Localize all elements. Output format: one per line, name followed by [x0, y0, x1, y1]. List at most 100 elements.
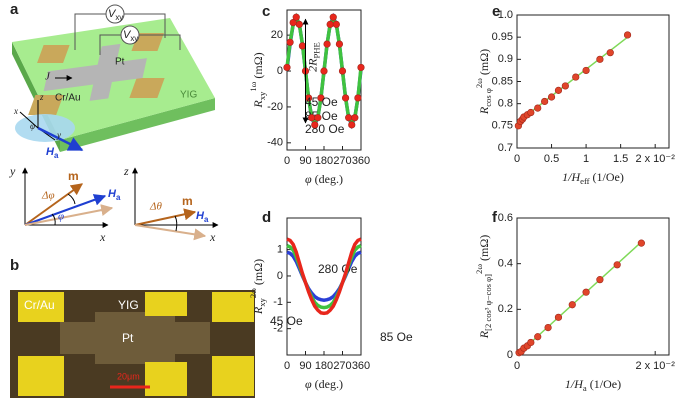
axis-label: x	[99, 230, 106, 244]
data-point	[314, 114, 322, 122]
axis-label: x	[209, 230, 216, 244]
data-point	[357, 63, 365, 72]
data-point	[582, 288, 590, 296]
data-point	[541, 97, 549, 106]
data-point	[623, 31, 632, 39]
y-tick-label: 0.2	[498, 303, 513, 315]
data-point	[534, 333, 542, 341]
y-tick-label: 0	[507, 349, 513, 361]
x-tick-label: 0	[514, 360, 520, 372]
text-part: 2R	[305, 58, 319, 72]
micrograph	[10, 290, 255, 398]
y-tick-label: 0.95	[492, 31, 513, 43]
text-part: a	[583, 383, 587, 393]
text-part: φ	[305, 172, 312, 186]
x-tick-label: 1	[583, 153, 589, 165]
text-part: V	[108, 8, 117, 20]
x-tick-label: 360	[352, 155, 370, 167]
text-part: PHE	[311, 42, 321, 58]
y-tick-label: 1	[277, 244, 283, 256]
text-part: 1ω	[248, 81, 258, 91]
x-axis-label: φ (deg.)	[305, 172, 343, 186]
data-point	[286, 38, 294, 46]
delta-label: Δθ	[149, 201, 162, 213]
text-part: xy	[257, 91, 267, 100]
axis-label: y	[9, 164, 16, 178]
x-tick-label: 2 x 10⁻²	[635, 360, 675, 372]
x-axis-label: 1/Ha (1/Oe)	[565, 377, 621, 393]
text-part: (1/Oe)	[590, 170, 624, 184]
series-label: 45 Oe	[305, 95, 338, 109]
y-tick-label: 0.4	[498, 258, 513, 270]
data-point	[345, 114, 353, 122]
x-tick-label: 360	[352, 360, 370, 372]
y-axis-label: Rcos φ2ω (mΩ)	[474, 49, 493, 115]
axis-label: y	[56, 130, 61, 140]
y-axis-label: R[2 cos³ φ−cos φ]2ω (mΩ)	[474, 235, 493, 340]
text-part: R	[251, 306, 265, 315]
text-part: eff	[580, 176, 590, 186]
y-axis-label: Rxy1ω (mΩ)	[248, 52, 267, 108]
data-point	[554, 313, 563, 321]
delta-label: Δφ	[41, 190, 55, 202]
x-tick-label: 180	[315, 155, 333, 167]
x-tick-label: 0	[514, 153, 520, 165]
annotation: 2RPHE	[305, 42, 321, 72]
x-tick-label: 270	[333, 360, 351, 372]
axis-label: z	[39, 92, 44, 102]
data-point	[323, 40, 331, 48]
moment-label: m	[68, 169, 79, 183]
x-tick-label: 90	[299, 360, 311, 372]
series-line	[286, 237, 362, 316]
text-part: (1/Oe)	[587, 377, 621, 391]
series-label: 280 Oe	[318, 262, 358, 276]
text-part: 2ω	[248, 288, 258, 298]
text-part: R	[477, 330, 491, 339]
panel-label: c	[262, 3, 270, 20]
data-point	[326, 20, 334, 28]
text-part: (deg.)	[312, 172, 343, 186]
x-tick-label: 0.5	[544, 153, 559, 165]
y-tick-label: 0.9	[498, 53, 513, 65]
data-point	[311, 121, 319, 129]
data-point	[335, 40, 344, 48]
text-part: cos φ	[483, 88, 493, 107]
voltage-label: Vxy	[108, 8, 123, 22]
x-tick-label: 90	[299, 155, 311, 167]
vector-diagram	[22, 167, 219, 241]
y-tick-label: 0.7	[498, 142, 513, 154]
text-part: a	[116, 193, 121, 202]
data-point	[332, 20, 340, 28]
text-part: a	[204, 215, 209, 224]
data-point	[320, 67, 328, 75]
text-part: xy	[257, 297, 267, 306]
data-point	[341, 94, 350, 102]
series-label: 85 Oe	[380, 330, 413, 344]
series-label: 45 Oe	[270, 314, 303, 328]
pt-label: Pt	[115, 57, 125, 68]
y-tick-label: 0.85	[492, 75, 513, 87]
text-part: [2 cos³ φ−cos φ]	[483, 274, 493, 331]
y-tick-label: 0	[277, 65, 283, 77]
x-tick-label: 2 x 10⁻²	[635, 153, 675, 165]
angle-label: φ	[30, 121, 35, 131]
text-part: H	[46, 146, 55, 158]
scale-label: 20μm	[117, 371, 140, 381]
plot-frame	[286, 217, 362, 356]
series-label: 280 Oe	[305, 122, 345, 136]
plot-frame	[516, 14, 670, 149]
text-part: H	[196, 210, 205, 222]
axis-label: z	[123, 164, 129, 178]
text-part: a	[54, 151, 59, 160]
data-point	[534, 104, 542, 112]
y-tick-label: 0.8	[498, 98, 513, 110]
substrate-label: YIG	[118, 298, 139, 312]
y-tick-label: 1.0	[498, 9, 513, 21]
text-part: V	[123, 29, 132, 41]
data-point	[329, 13, 337, 21]
data-point	[568, 301, 576, 309]
data-point	[354, 94, 362, 102]
text-part: (mΩ)	[251, 52, 265, 81]
data-point	[527, 338, 535, 347]
